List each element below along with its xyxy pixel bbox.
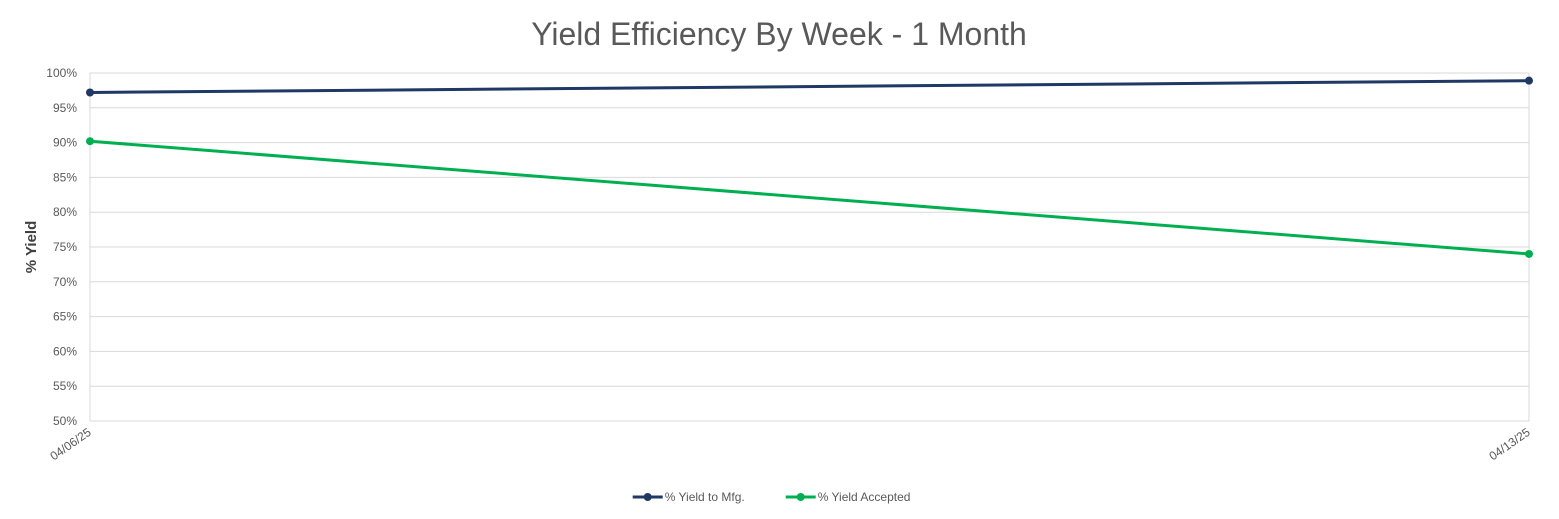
chart-title: Yield Efficiency By Week - 1 Month bbox=[531, 16, 1027, 52]
y-tick-label: 85% bbox=[53, 170, 77, 184]
y-tick-labels: 50% 55% 60% 65% 70% 75% 80% 85% 90% 95% 100% bbox=[46, 66, 77, 428]
legend-swatch-marker bbox=[796, 493, 805, 501]
y-tick-label: 70% bbox=[53, 275, 77, 289]
y-tick-label: 80% bbox=[53, 205, 77, 219]
series-line-1 bbox=[89, 79, 1530, 94]
legend-entry-1: % Yield to Mfg. bbox=[665, 490, 745, 504]
y-tick-label: 90% bbox=[53, 136, 77, 150]
y-tick-label: 60% bbox=[53, 344, 77, 358]
gridlines bbox=[89, 72, 1530, 422]
y-axis-label: % Yield bbox=[23, 221, 40, 274]
y-tick-label: 100% bbox=[46, 66, 77, 80]
data-point bbox=[1525, 249, 1533, 258]
x-tick-label: 04/06/25 bbox=[47, 425, 94, 463]
data-point bbox=[1525, 76, 1533, 85]
x-tick-labels: 04/06/25 04/13/25 bbox=[47, 425, 1533, 463]
legend: % Yield to Mfg. % Yield Accepted bbox=[632, 490, 911, 504]
legend-swatch-marker bbox=[643, 493, 652, 501]
y-tick-label: 55% bbox=[53, 379, 77, 393]
data-point bbox=[86, 88, 94, 97]
data-point bbox=[86, 137, 94, 146]
series-lines bbox=[86, 76, 1533, 258]
y-tick-label: 50% bbox=[53, 414, 77, 428]
y-tick-label: 95% bbox=[53, 101, 77, 115]
series-line-2 bbox=[89, 139, 1530, 256]
legend-entry-2: % Yield Accepted bbox=[818, 490, 911, 504]
y-tick-label: 75% bbox=[53, 240, 77, 254]
y-tick-label: 65% bbox=[53, 310, 77, 324]
x-tick-label: 04/13/25 bbox=[1486, 425, 1533, 463]
